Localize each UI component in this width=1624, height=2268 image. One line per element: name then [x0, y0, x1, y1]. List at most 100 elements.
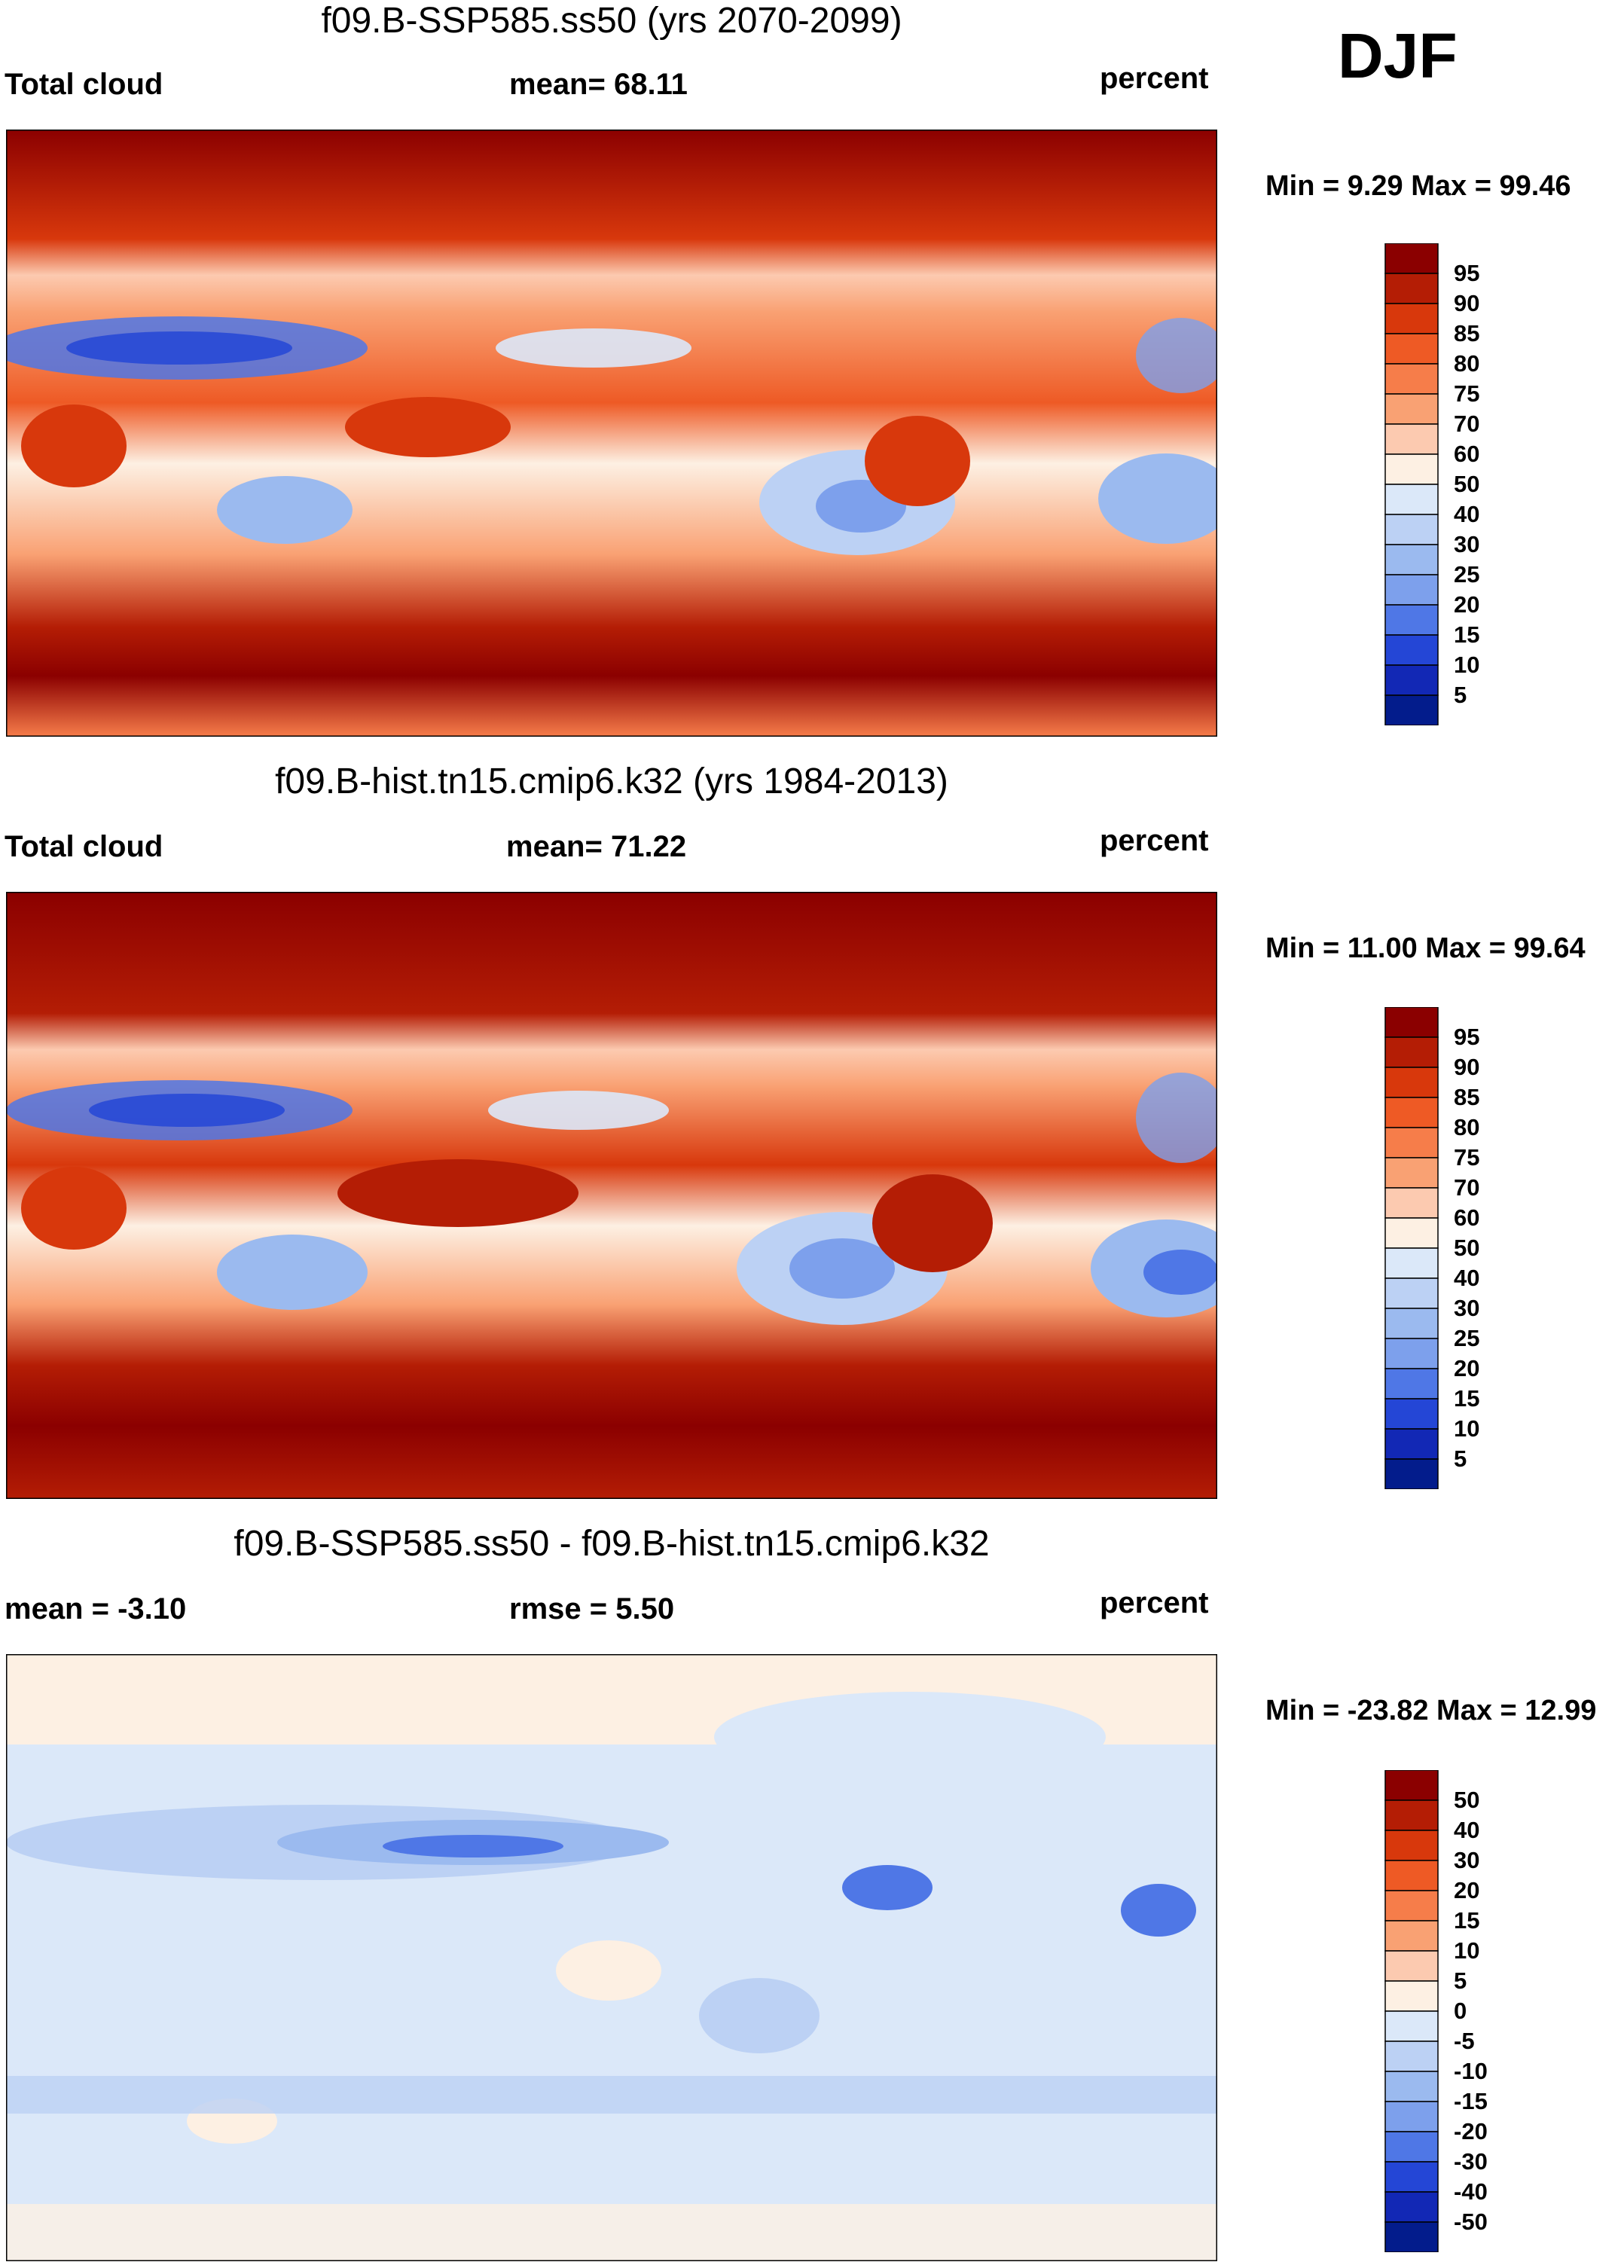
panel-1-colorbar-swatch	[1385, 545, 1438, 575]
panel-1-left-label: Total cloud	[5, 68, 163, 102]
panel-1-colorbar-swatch	[1385, 635, 1438, 665]
panel-3-colorbar-swatch	[1385, 1770, 1438, 1800]
panel-2-colorbar-tick-label: 10	[1454, 1415, 1479, 1442]
panel-2-colorbar-tick-label: 20	[1454, 1355, 1479, 1382]
panel-3-colorbar-tick-label: -50	[1454, 2208, 1488, 2236]
panel-3-colorbar-swatch	[1385, 1981, 1438, 2011]
panel-1-colorbar-tick-label: 90	[1454, 290, 1479, 317]
panel-1-colorbar-swatch	[1385, 304, 1438, 334]
panel-2-map	[6, 892, 1217, 1499]
panel-3-colorbar-tick-label: -40	[1454, 2178, 1488, 2205]
panel-1-colorbar-swatch	[1385, 665, 1438, 695]
panel-2-colorbar-swatch	[1385, 1158, 1438, 1188]
panel-1-colorbar-tick-label: 60	[1454, 441, 1479, 468]
panel-3-colorbar-tick-label: -10	[1454, 2058, 1488, 2085]
panel-3-colorbar-swatch	[1385, 1830, 1438, 1860]
panel-3-colorbar-swatch	[1385, 2222, 1438, 2252]
panel-3-colorbar-tick-label: -5	[1454, 2028, 1475, 2055]
panel-3-colorbar	[1384, 1770, 1439, 2252]
panel-2-colorbar-tick-label: 85	[1454, 1084, 1479, 1111]
panel-2-colorbar-tick-label: 70	[1454, 1174, 1479, 1201]
panel-1-minmax: Min = 9.29 Max = 99.46	[1265, 170, 1571, 203]
panel-3-colorbar-swatches	[1384, 1770, 1439, 2252]
panel-2-colorbar-tick-label: 95	[1454, 1024, 1479, 1051]
panel-1-colorbar	[1384, 243, 1439, 725]
panel-1-colorbar-tick-label: 5	[1454, 682, 1467, 709]
panel-1-colorbar-tick-label: 25	[1454, 561, 1479, 588]
panel-2-colorbar-swatch	[1385, 1429, 1438, 1459]
panel-1-colorbar-tick-label: 15	[1454, 621, 1479, 649]
panel-1-colorbar-swatch	[1385, 394, 1438, 424]
panel-2-colorbar-tick-label: 80	[1454, 1114, 1479, 1141]
panel-2-title: f09.B-hist.tn15.cmip6.k32 (yrs 1984-2013…	[6, 761, 1217, 802]
panel-3-colorbar-tick-label: 20	[1454, 1877, 1479, 1904]
panel-2-colorbar-swatch	[1385, 1459, 1438, 1489]
panel-3-colorbar-tick-label: -15	[1454, 2088, 1488, 2115]
panel-2-colorbar-swatch	[1385, 1218, 1438, 1248]
panel-3-colorbar-swatch	[1385, 1951, 1438, 1981]
panel-1-colorbar-swatch	[1385, 575, 1438, 605]
panel-3-colorbar-swatch	[1385, 1921, 1438, 1951]
panel-1-colorbar-tick-label: 10	[1454, 652, 1479, 679]
panel-1-colorbar-tick-label: 20	[1454, 591, 1479, 618]
panel-2-colorbar-swatch	[1385, 1037, 1438, 1067]
panel-1-colorbar-swatch	[1385, 514, 1438, 545]
panel-1-colorbar-tick-label: 85	[1454, 320, 1479, 347]
panel-2-colorbar-swatch	[1385, 1278, 1438, 1308]
panel-1-mean-label: mean= 68.11	[509, 68, 688, 102]
panel-3-colorbar-tick-label: 30	[1454, 1847, 1479, 1874]
panel-1-colorbar-swatch	[1385, 334, 1438, 364]
panel-3-title: f09.B-SSP585.ss50 - f09.B-hist.tn15.cmip…	[6, 1523, 1217, 1564]
panel-2-mean-label: mean= 71.22	[506, 830, 686, 864]
panel-3-colorbar-tick-label: -30	[1454, 2148, 1488, 2175]
panel-2-colorbar-tick-label: 25	[1454, 1325, 1479, 1352]
panel-3-colorbar-tick-label: 5	[1454, 1967, 1467, 1995]
panel-2-colorbar-swatch	[1385, 1067, 1438, 1097]
panel-3-mean-label: mean = -3.10	[5, 1592, 186, 1626]
panel-1-colorbar-swatches	[1384, 243, 1439, 725]
panel-3-colorbar-swatch	[1385, 2011, 1438, 2041]
panel-2-left-label: Total cloud	[5, 830, 163, 864]
panel-1-colorbar-swatch	[1385, 273, 1438, 304]
panel-2-minmax: Min = 11.00 Max = 99.64	[1265, 933, 1586, 965]
panel-3-colorbar-tick-label: 40	[1454, 1817, 1479, 1844]
season-label: DJF	[1338, 20, 1458, 93]
panel-3-colorbar-tick-label: -20	[1454, 2118, 1488, 2145]
panel-2-units: percent	[1100, 824, 1209, 858]
panel-2-colorbar-swatch	[1385, 1339, 1438, 1369]
panel-2-colorbar-swatch	[1385, 1369, 1438, 1399]
panel-2-field	[6, 892, 1217, 1499]
panel-1-colorbar-tick-label: 95	[1454, 260, 1479, 287]
panel-3-colorbar-swatch	[1385, 1800, 1438, 1830]
panel-3-colorbar-tick-label: 0	[1454, 1998, 1467, 2025]
panel-2-colorbar-swatch	[1385, 1248, 1438, 1278]
panel-1-colorbar-tick-label: 75	[1454, 380, 1479, 408]
panel-2-colorbar-tick-label: 90	[1454, 1054, 1479, 1081]
panel-2-colorbar-swatch	[1385, 1308, 1438, 1339]
panel-2-colorbar-swatch	[1385, 1097, 1438, 1128]
panel-3-colorbar-swatch	[1385, 2192, 1438, 2222]
panel-2-colorbar-tick-label: 60	[1454, 1204, 1479, 1232]
panel-2-colorbar-swatches	[1384, 1007, 1439, 1489]
panel-1-colorbar-swatch	[1385, 695, 1438, 725]
panel-2-colorbar	[1384, 1007, 1439, 1489]
panel-3-units: percent	[1100, 1586, 1209, 1620]
panel-1-colorbar-swatch	[1385, 484, 1438, 514]
panel-1-colorbar-tick-label: 80	[1454, 350, 1479, 377]
panel-1-field	[6, 130, 1217, 737]
panel-2-colorbar-tick-label: 75	[1454, 1144, 1479, 1171]
panel-2-colorbar-tick-label: 30	[1454, 1295, 1479, 1322]
panel-2-colorbar-swatch	[1385, 1007, 1438, 1037]
panel-1-colorbar-swatch	[1385, 243, 1438, 273]
panel-2-colorbar-swatch	[1385, 1399, 1438, 1429]
panel-1-units: percent	[1100, 62, 1209, 96]
panel-2-colorbar-swatch	[1385, 1188, 1438, 1218]
panel-3-colorbar-swatch	[1385, 2132, 1438, 2162]
panel-1-title: f09.B-SSP585.ss50 (yrs 2070-2099)	[6, 0, 1217, 41]
panel-1-colorbar-swatch	[1385, 605, 1438, 635]
panel-3-colorbar-tick-label: 50	[1454, 1787, 1479, 1814]
panel-1-colorbar-tick-label: 50	[1454, 471, 1479, 498]
panel-1-colorbar-tick-label: 40	[1454, 501, 1479, 528]
panel-3-rmse-label: rmse = 5.50	[509, 1592, 674, 1626]
panel-1-colorbar-tick-label: 70	[1454, 411, 1479, 438]
